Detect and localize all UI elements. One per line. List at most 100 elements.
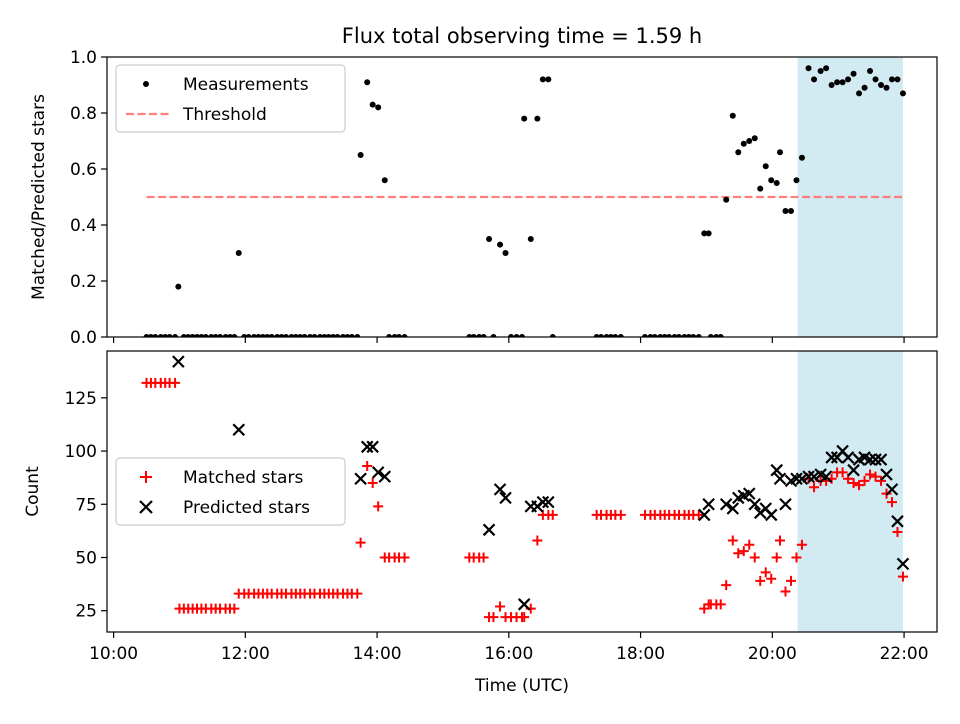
measurement-point [521, 115, 528, 122]
matched-star-point [721, 580, 732, 591]
measurement-point [381, 177, 388, 184]
measurement-point [723, 196, 730, 203]
matched-star-point [229, 603, 240, 614]
measurement-point [768, 177, 775, 184]
axes-frame [106, 56, 938, 338]
matched-star-point [715, 599, 726, 610]
x-tick-label: 18:00 [616, 644, 665, 664]
predicted-star-point [847, 463, 860, 477]
predicted-star-point [493, 483, 507, 496]
matched-star-point [876, 475, 887, 486]
predicted-star-point [719, 497, 733, 511]
predicted-star-point [726, 502, 740, 515]
measurement-point [805, 65, 812, 72]
measurement-point [823, 65, 830, 72]
measurement-point [740, 140, 747, 147]
measurement-point [735, 149, 742, 156]
matched-star-point [870, 471, 881, 482]
measurement-point [861, 84, 868, 91]
measurement-point [666, 334, 673, 337]
predicted-star-point [742, 487, 756, 500]
y-axis-label: Matched/Predicted stars [29, 94, 49, 300]
predicted-star-point [764, 508, 778, 522]
matched-star-point [362, 460, 373, 471]
matched-star-point [809, 482, 820, 493]
measurement-point [839, 79, 846, 86]
measurement-point [470, 334, 477, 337]
measurement-point [717, 334, 724, 337]
measurement-point [534, 115, 541, 122]
y-tick-label: 0.6 [70, 160, 97, 180]
y-tick-label: 25 [75, 602, 97, 622]
measurement-point [612, 334, 619, 337]
measurement-point [202, 334, 209, 337]
measurement-point [701, 230, 708, 237]
measurement-point [872, 76, 879, 83]
matched-star-point [399, 552, 410, 563]
matched-star-point [848, 477, 859, 488]
x-tick-label: 16:00 [484, 644, 533, 664]
x-tick-label: 20:00 [748, 644, 797, 664]
measurement-point [334, 334, 341, 337]
measurement-point [357, 152, 364, 158]
highlight-span [797, 351, 903, 632]
predicted-star-point [863, 453, 877, 466]
matched-star-point [547, 509, 558, 520]
legend: Matched stars Predicted stars [115, 457, 346, 526]
predicted-star-point [802, 470, 815, 483]
legend-box [115, 457, 346, 526]
predicted-star-point [885, 483, 899, 496]
matched-star-point [837, 467, 848, 478]
y-tick-label: 0.4 [70, 216, 97, 236]
predicted-star-point [841, 451, 855, 464]
measurement-point [217, 334, 224, 337]
y-tick-label: 75 [75, 495, 97, 515]
predicted-star-point [748, 497, 762, 511]
measurement-point [490, 334, 497, 337]
predicted-star-point [770, 463, 783, 477]
predicted-star-point [378, 470, 392, 483]
matched-star-point [771, 552, 782, 563]
predicted-star-point [517, 598, 531, 611]
matched-star-point [693, 509, 704, 520]
measurement-point [787, 208, 794, 214]
measurement-point [617, 334, 624, 337]
measurement-point [539, 76, 546, 83]
matched-star-point [727, 535, 738, 546]
measurement-point [834, 79, 841, 86]
measurement-point [777, 149, 784, 156]
measurement-point [746, 138, 753, 144]
matched-star-point [733, 548, 744, 559]
predicted-star-point [542, 495, 555, 509]
predicted-star-point [482, 523, 496, 537]
measurement-point [364, 79, 371, 86]
y-tick-label: 125 [65, 389, 97, 409]
measurement-point [480, 334, 487, 337]
legend-matched-marker [140, 471, 152, 483]
predicted-star-point [790, 472, 803, 486]
measurement-point [894, 76, 901, 83]
measurement-point [231, 334, 238, 337]
measurement-point [502, 250, 509, 256]
measurement-point [545, 76, 552, 83]
measurement-point [311, 334, 318, 337]
plot-area [141, 355, 910, 623]
measurement-point [690, 334, 697, 337]
predicted-star-point [891, 515, 904, 528]
measurement-point [782, 208, 789, 214]
measurement-point [888, 76, 895, 83]
measurement-point [268, 334, 275, 337]
predicted-star-point [172, 355, 185, 368]
predicted-star-point [371, 466, 385, 479]
legend-measurement-marker [143, 81, 149, 87]
matched-star-point [352, 588, 363, 599]
measurement-point [369, 101, 376, 108]
measurement-point [375, 104, 382, 111]
measurement-point [175, 283, 182, 290]
predicted-star-point [819, 470, 833, 483]
predicted-star-point [697, 508, 711, 522]
matched-star-point [355, 537, 366, 548]
matched-star-point [775, 535, 786, 546]
matched-star-point [897, 571, 908, 582]
